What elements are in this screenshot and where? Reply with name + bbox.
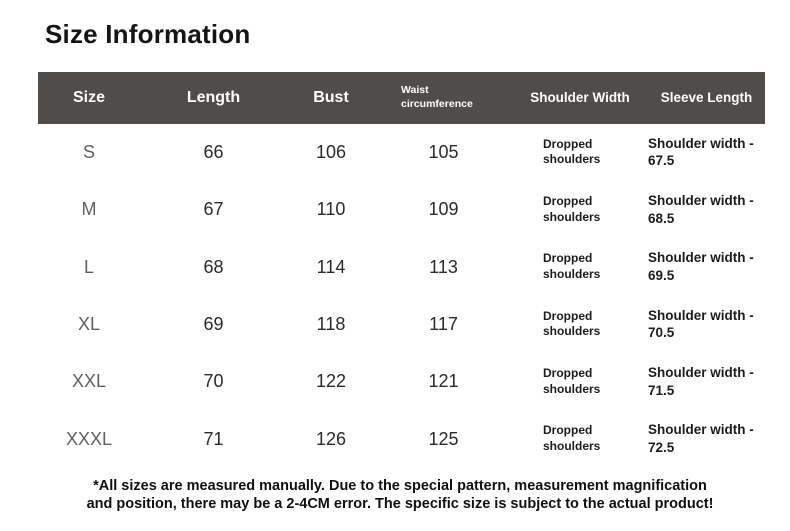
shoulder-width-cell: Dropped shoulders bbox=[512, 423, 648, 455]
column-header-size: Size bbox=[72, 88, 105, 106]
shoulder-width-value: Dropped shoulders bbox=[543, 251, 601, 282]
waist-cell: 117 bbox=[429, 314, 458, 335]
size-cell: XXL bbox=[71, 371, 107, 392]
size-cell: S bbox=[82, 142, 95, 163]
disclaimer-line-2: and position, there may be a 2-4CM error… bbox=[86, 496, 714, 512]
size-table: Size Length Bust Waist circumference Sho… bbox=[38, 72, 765, 468]
waist-cell: 113 bbox=[429, 256, 458, 277]
sleeve-length-cell: Shoulder width - 69.5 bbox=[648, 249, 765, 285]
disclaimer-line-1: *All sizes are measured manually. Due to… bbox=[93, 478, 707, 494]
table-row: XL 69 118 117 Dropped shoulders Shoulder… bbox=[38, 296, 765, 353]
column-header-shoulder: Shoulder Width bbox=[530, 90, 630, 106]
size-table-header: Size Length Bust Waist circumference Sho… bbox=[38, 72, 765, 124]
length-cell: 69 bbox=[203, 314, 224, 335]
shoulder-width-cell: Dropped shoulders bbox=[512, 251, 648, 283]
waist-cell: 109 bbox=[428, 199, 459, 220]
sleeve-length-value: Shoulder width - 69.5 bbox=[648, 250, 754, 284]
sleeve-length-value: Shoulder width - 71.5 bbox=[648, 365, 754, 398]
column-header-bust: Bust bbox=[313, 88, 349, 106]
length-cell: 68 bbox=[203, 256, 224, 277]
bust-cell: 106 bbox=[315, 142, 347, 163]
shoulder-width-value: Dropped shoulders bbox=[543, 308, 601, 339]
waist-cell: 125 bbox=[428, 428, 459, 449]
shoulder-width-cell: Dropped shoulders bbox=[512, 137, 648, 169]
shoulder-width-cell: Dropped shoulders bbox=[512, 309, 648, 341]
shoulder-width-value: Dropped shoulders bbox=[543, 366, 601, 396]
size-cell: XXXL bbox=[65, 428, 113, 449]
waist-cell: 105 bbox=[428, 142, 459, 163]
column-header-waist-label: Waist circumference bbox=[401, 84, 473, 110]
shoulder-width-cell: Dropped shoulders bbox=[512, 366, 648, 398]
table-row: M 67 110 109 Dropped shoulders Shoulder … bbox=[38, 181, 765, 238]
column-header-waist: Waist circumference bbox=[375, 84, 512, 111]
bust-cell: 122 bbox=[315, 371, 347, 392]
length-cell: 71 bbox=[203, 428, 224, 449]
column-header-length: Length bbox=[186, 88, 241, 106]
sleeve-length-value: Shoulder width - 67.5 bbox=[648, 135, 754, 169]
bust-cell: 110 bbox=[316, 199, 346, 220]
size-table-body: S 66 106 105 Dropped shoulders Shoulder … bbox=[38, 124, 765, 468]
sleeve-length-cell: Shoulder width - 70.5 bbox=[648, 307, 765, 343]
size-cell: XL bbox=[77, 314, 101, 335]
table-row: XXXL 71 126 125 Dropped shoulders Should… bbox=[38, 410, 765, 467]
sleeve-length-value: Shoulder width - 68.5 bbox=[648, 193, 754, 226]
bust-cell: 114 bbox=[316, 256, 346, 277]
shoulder-width-cell: Dropped shoulders bbox=[512, 194, 648, 226]
sleeve-length-cell: Shoulder width - 67.5 bbox=[648, 135, 765, 171]
bust-cell: 118 bbox=[316, 314, 346, 335]
page-title: Size Information bbox=[45, 19, 251, 49]
table-row: S 66 106 105 Dropped shoulders Shoulder … bbox=[38, 124, 765, 181]
size-cell: M bbox=[81, 199, 97, 220]
bust-cell: 126 bbox=[315, 428, 347, 449]
length-cell: 70 bbox=[203, 371, 224, 392]
shoulder-width-value: Dropped shoulders bbox=[543, 136, 601, 167]
shoulder-width-value: Dropped shoulders bbox=[543, 423, 601, 453]
sleeve-length-value: Shoulder width - 70.5 bbox=[648, 307, 754, 341]
table-row: L 68 114 113 Dropped shoulders Shoulder … bbox=[38, 239, 765, 296]
sleeve-length-value: Shoulder width - 72.5 bbox=[648, 422, 754, 455]
measurement-disclaimer: *All sizes are measured manually. Due to… bbox=[10, 477, 790, 513]
waist-cell: 121 bbox=[428, 371, 459, 392]
length-cell: 66 bbox=[203, 142, 224, 163]
sleeve-length-cell: Shoulder width - 68.5 bbox=[648, 192, 765, 228]
sleeve-length-cell: Shoulder width - 71.5 bbox=[648, 364, 765, 400]
column-header-sleeve: Sleeve Length bbox=[660, 90, 753, 106]
shoulder-width-value: Dropped shoulders bbox=[543, 194, 601, 224]
size-cell: L bbox=[83, 256, 94, 277]
table-row: XXL 70 122 121 Dropped shoulders Shoulde… bbox=[38, 353, 765, 410]
sleeve-length-cell: Shoulder width - 72.5 bbox=[648, 421, 765, 457]
length-cell: 67 bbox=[203, 199, 224, 220]
